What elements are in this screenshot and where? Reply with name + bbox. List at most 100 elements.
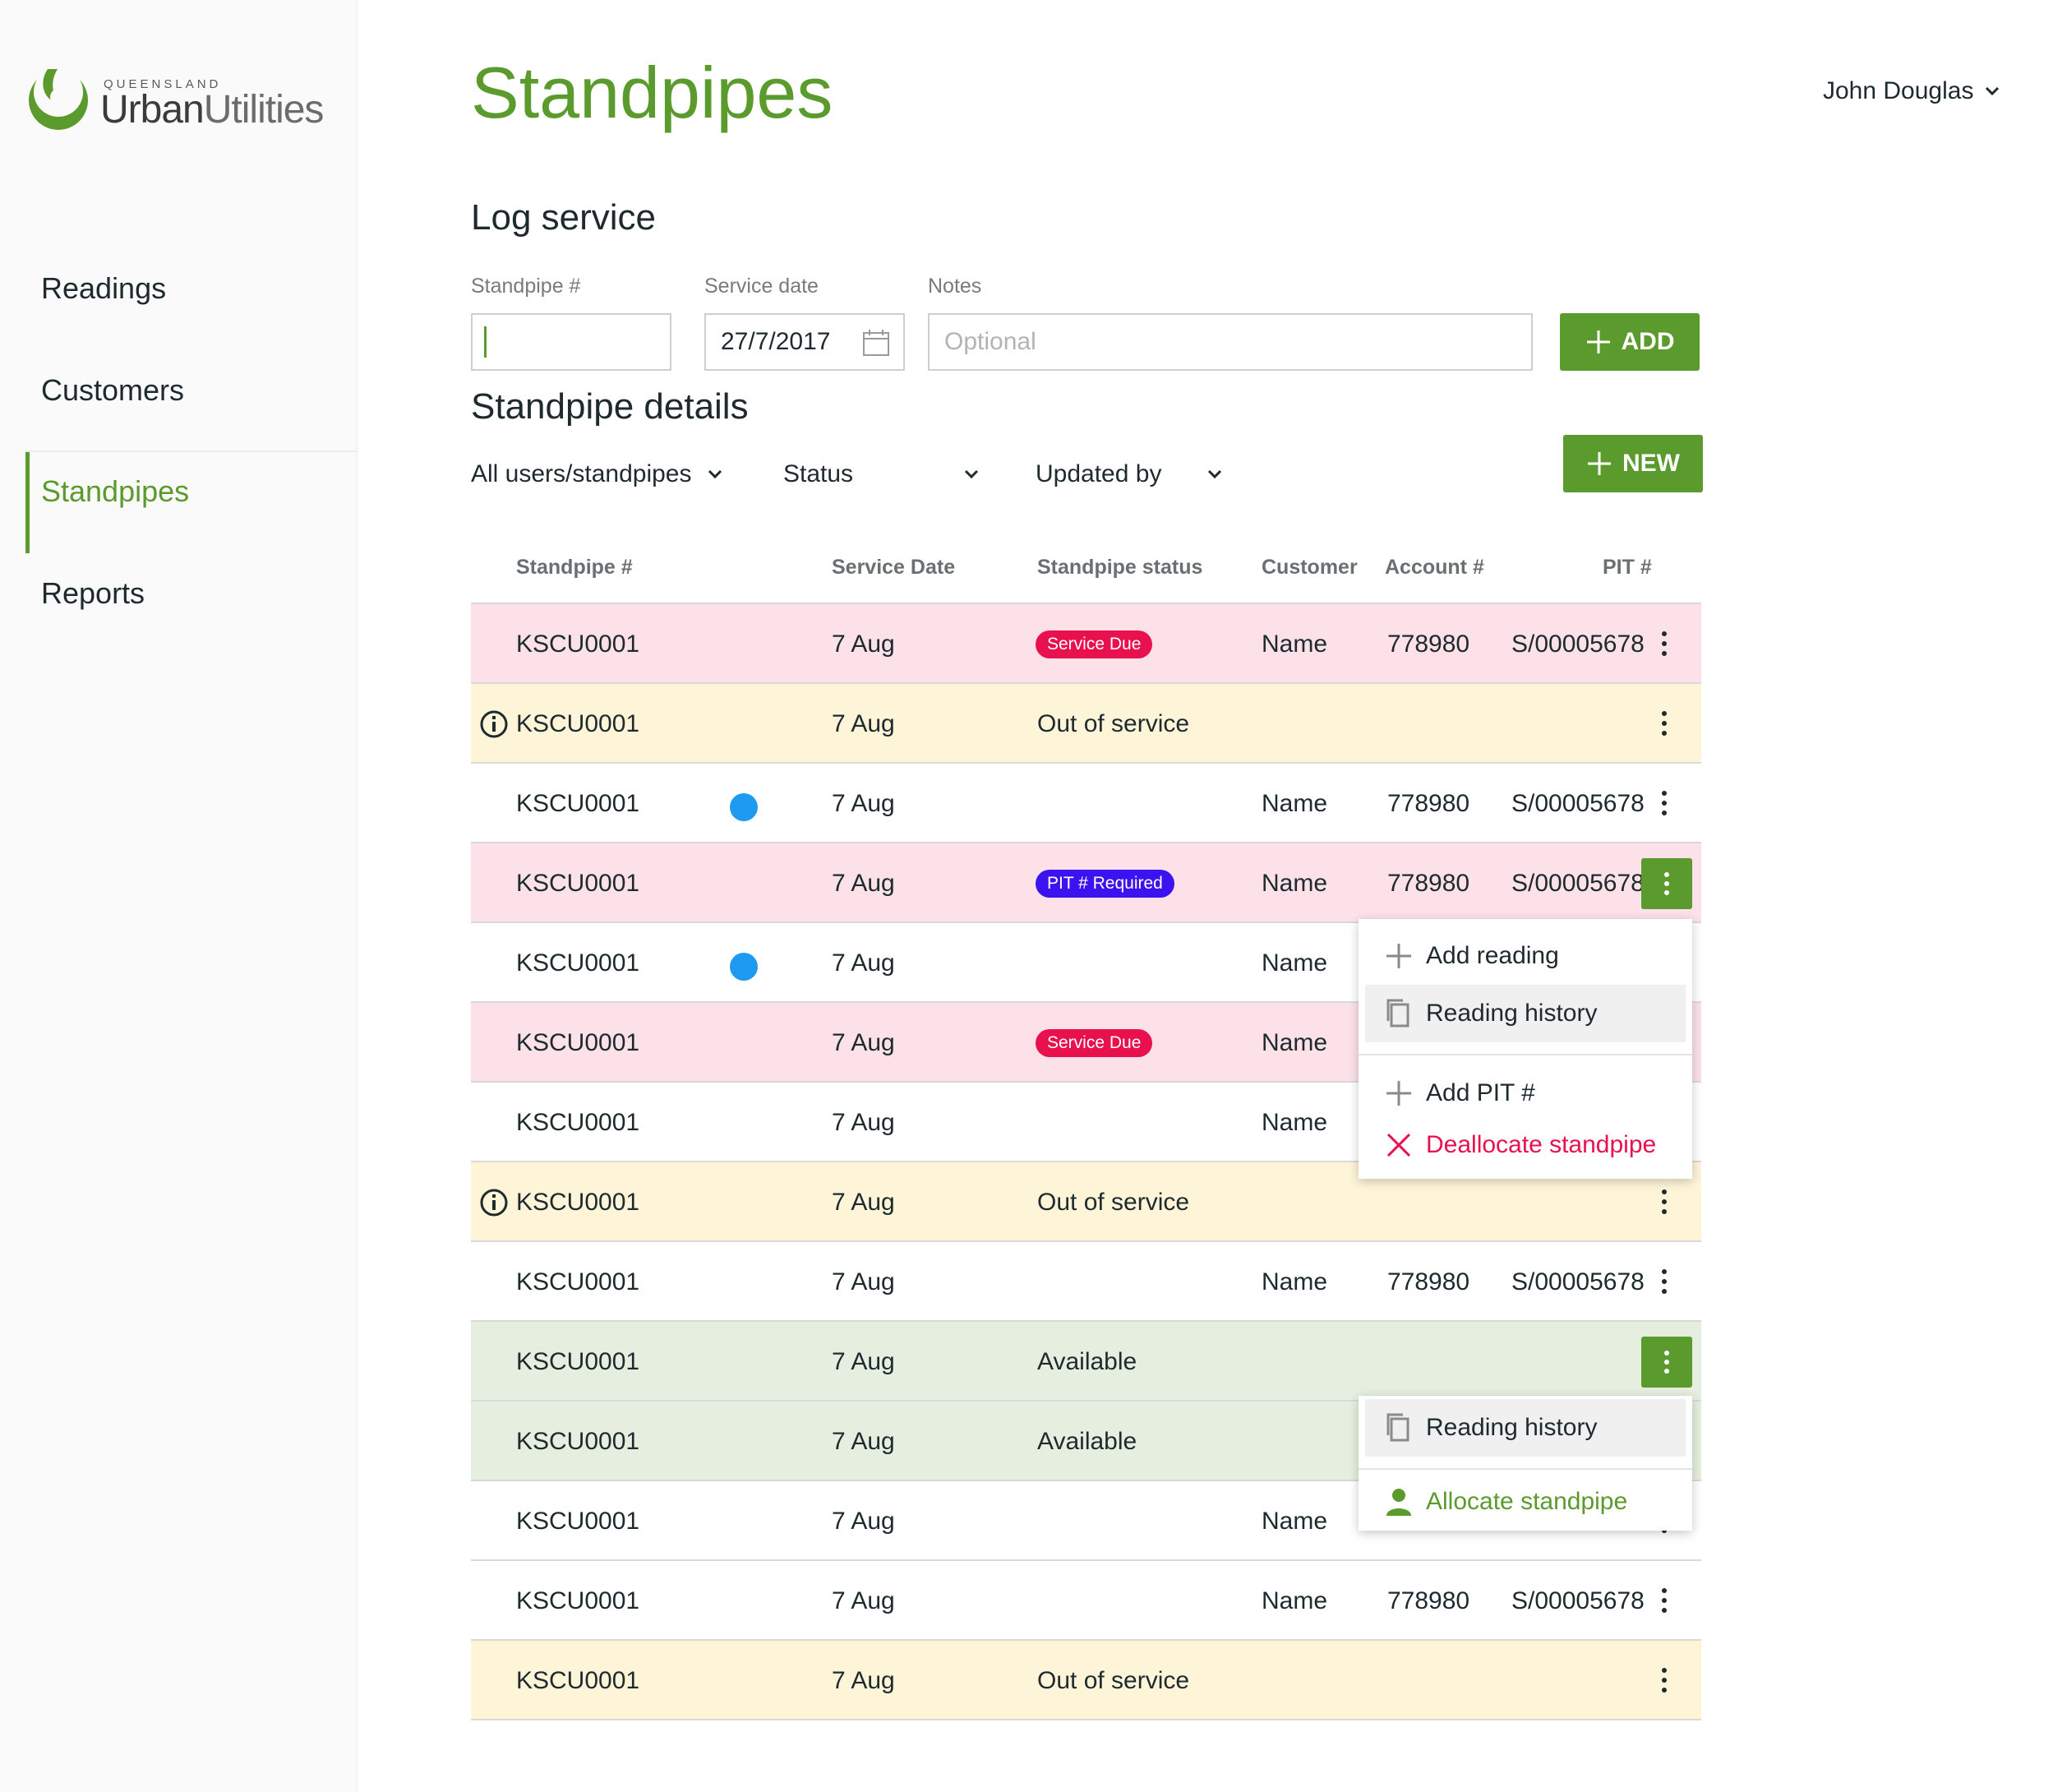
nav-item-readings[interactable]: Readings bbox=[41, 271, 167, 305]
more-menu-icon[interactable] bbox=[1641, 858, 1692, 909]
column-header-standpipe[interactable]: Standpipe # bbox=[516, 556, 633, 579]
brand-name-bold: Urban bbox=[100, 88, 205, 132]
menu-item-reading-history[interactable]: Reading history bbox=[1365, 1399, 1686, 1457]
copy-icon bbox=[1386, 999, 1409, 1028]
column-header-customer[interactable]: Customer bbox=[1262, 556, 1358, 579]
cell-status: Available bbox=[1037, 1347, 1137, 1375]
cell-status: Service Due bbox=[1036, 1003, 1153, 1083]
nav-item-customers[interactable]: Customers bbox=[41, 373, 185, 407]
menu-item-label: Reading history bbox=[1426, 1414, 1598, 1441]
table-row[interactable]: KSCU0001 7 Aug Service Due Name 778980 S/0000… bbox=[471, 604, 1701, 684]
cell-customer: Name bbox=[1262, 1268, 1328, 1296]
cell-service-date: 7 Aug bbox=[832, 709, 895, 737]
plus-icon bbox=[1386, 1081, 1411, 1106]
cell-account: 778980 bbox=[1387, 789, 1470, 817]
nav-item-standpipes[interactable]: Standpipes bbox=[41, 474, 190, 508]
table-row[interactable]: KSCU0001 7 Aug Name 778980 S/00005678 bbox=[471, 1242, 1701, 1322]
cell-standpipe-id: KSCU0001 bbox=[516, 1507, 640, 1535]
standpipe-label: Standpipe # bbox=[471, 275, 581, 298]
close-icon bbox=[1386, 1133, 1411, 1157]
new-button-label: NEW bbox=[1622, 450, 1680, 477]
nav-item-reports[interactable]: Reports bbox=[41, 576, 145, 610]
column-header-status[interactable]: Standpipe status bbox=[1037, 556, 1203, 579]
table-row[interactable]: KSCU0001 7 Aug Name 778980 S/00005678 bbox=[471, 1561, 1701, 1641]
logo-mark-icon bbox=[29, 67, 88, 130]
menu-item-reading-history[interactable]: Reading history bbox=[1365, 985, 1686, 1042]
more-menu-icon[interactable] bbox=[1660, 1586, 1668, 1619]
info-icon[interactable] bbox=[479, 1188, 509, 1217]
cell-standpipe-id: KSCU0001 bbox=[516, 869, 640, 897]
cell-customer: Name bbox=[1262, 869, 1328, 897]
table-row[interactable]: KSCU0001 7 Aug Name 778980 S/00005678 bbox=[471, 764, 1701, 843]
cell-standpipe-id: KSCU0001 bbox=[516, 1586, 640, 1614]
brand-name-light: Utilities bbox=[203, 88, 325, 132]
menu-item-add-reading[interactable]: Add reading bbox=[1365, 927, 1686, 985]
cell-status: Out of service bbox=[1037, 1666, 1190, 1694]
brand-logo[interactable]: QUEENSLAND UrbanUtilities bbox=[25, 64, 337, 134]
new-button[interactable]: NEW bbox=[1563, 435, 1703, 492]
status-badge: PIT # Required bbox=[1036, 869, 1174, 898]
more-menu-icon[interactable] bbox=[1660, 1187, 1668, 1220]
filter-status[interactable]: Status bbox=[783, 460, 979, 488]
notes-input[interactable]: Optional bbox=[928, 313, 1533, 371]
unread-dot bbox=[730, 793, 758, 821]
status-badge: Service Due bbox=[1036, 1028, 1153, 1057]
table-row[interactable]: KSCU0001 7 Aug PIT # Required Name 778980 S/0… bbox=[471, 843, 1701, 923]
calendar-icon[interactable] bbox=[862, 329, 890, 357]
cell-standpipe-id: KSCU0001 bbox=[516, 1108, 640, 1136]
add-button[interactable]: ADD bbox=[1560, 313, 1700, 371]
cell-standpipe-id: KSCU0001 bbox=[516, 1666, 640, 1694]
more-menu-icon[interactable] bbox=[1660, 1267, 1668, 1300]
table-row[interactable]: KSCU0001 7 Aug Out of service bbox=[471, 684, 1701, 764]
service-date-input[interactable]: 27/7/2017 bbox=[704, 313, 905, 371]
cell-service-date: 7 Aug bbox=[832, 1586, 895, 1614]
cell-service-date: 7 Aug bbox=[832, 1188, 895, 1216]
plus-icon bbox=[1588, 452, 1611, 475]
menu-item-label: Add reading bbox=[1426, 942, 1559, 969]
service-date-label: Service date bbox=[704, 275, 819, 298]
menu-item-label: Reading history bbox=[1426, 1000, 1598, 1027]
cell-service-date: 7 Aug bbox=[832, 789, 895, 817]
cell-standpipe-id: KSCU0001 bbox=[516, 1268, 640, 1296]
column-header-pit[interactable]: PIT # bbox=[1603, 556, 1652, 579]
info-icon[interactable] bbox=[479, 709, 509, 739]
cell-pit: S/00005678 bbox=[1511, 630, 1645, 658]
cell-service-date: 7 Aug bbox=[832, 1427, 895, 1455]
more-menu-icon[interactable] bbox=[1660, 1665, 1668, 1698]
cell-status: Out of service bbox=[1037, 709, 1190, 737]
column-header-service-date[interactable]: Service Date bbox=[832, 556, 956, 579]
cell-standpipe-id: KSCU0001 bbox=[516, 949, 640, 977]
nav-divider bbox=[26, 450, 358, 452]
menu-item-allocate-standpipe[interactable]: Allocate standpipe bbox=[1365, 1473, 1686, 1531]
menu-item-deallocate-standpipe[interactable]: Deallocate standpipe bbox=[1365, 1116, 1686, 1174]
filter-users-label: All users/standpipes bbox=[471, 460, 692, 487]
table-row[interactable]: KSCU0001 7 Aug Available bbox=[471, 1322, 1701, 1402]
cell-standpipe-id: KSCU0001 bbox=[516, 1427, 640, 1455]
cell-service-date: 7 Aug bbox=[832, 1507, 895, 1535]
cell-account: 778980 bbox=[1387, 1586, 1470, 1614]
cell-customer: Name bbox=[1262, 1028, 1328, 1056]
more-menu-icon[interactable] bbox=[1641, 1337, 1692, 1388]
cell-service-date: 7 Aug bbox=[832, 1028, 895, 1056]
cell-customer: Name bbox=[1262, 630, 1328, 658]
cell-service-date: 7 Aug bbox=[832, 1268, 895, 1296]
filter-users[interactable]: All users/standpipes bbox=[471, 460, 722, 488]
cell-customer: Name bbox=[1262, 1586, 1328, 1614]
status-badge: Service Due bbox=[1036, 630, 1153, 658]
standpipe-input[interactable] bbox=[471, 313, 671, 371]
user-menu[interactable]: John Douglas bbox=[1823, 77, 2000, 105]
column-header-account[interactable]: Account # bbox=[1385, 556, 1484, 579]
chevron-down-icon bbox=[1208, 469, 1222, 479]
more-menu-icon[interactable] bbox=[1660, 788, 1668, 821]
menu-item-add-pit[interactable]: Add PIT # bbox=[1365, 1065, 1686, 1122]
more-menu-icon[interactable] bbox=[1660, 709, 1668, 741]
menu-item-label: Add PIT # bbox=[1426, 1079, 1535, 1106]
more-menu-icon[interactable] bbox=[1660, 629, 1668, 662]
sidebar: QUEENSLAND UrbanUtilities Readings Custo… bbox=[0, 0, 358, 1792]
brand-name: UrbanUtilities bbox=[100, 87, 325, 132]
cell-standpipe-id: KSCU0001 bbox=[516, 1347, 640, 1375]
table-row[interactable]: KSCU0001 7 Aug Out of service bbox=[471, 1641, 1701, 1720]
filter-updated-by[interactable]: Updated by bbox=[1036, 460, 1222, 488]
person-icon bbox=[1386, 1489, 1411, 1516]
cell-service-date: 7 Aug bbox=[832, 869, 895, 897]
